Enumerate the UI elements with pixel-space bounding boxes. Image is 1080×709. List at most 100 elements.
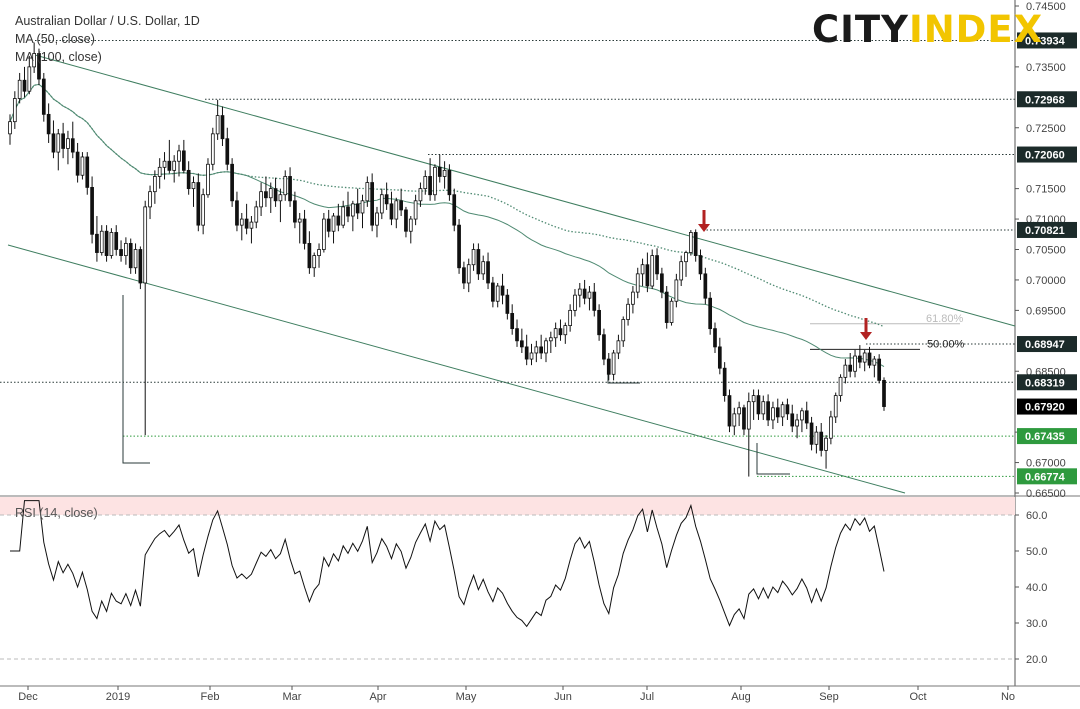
candle-body xyxy=(635,273,640,293)
rsi-label: RSI (14, close) xyxy=(15,506,98,520)
candle-body xyxy=(66,138,70,149)
candle-body xyxy=(75,151,80,176)
candle-body xyxy=(669,300,674,323)
candle-body xyxy=(399,200,403,211)
ma100-line xyxy=(9,83,885,328)
candle-body xyxy=(210,133,215,165)
candle-body xyxy=(645,264,650,287)
candle-body xyxy=(515,328,519,342)
candle-body xyxy=(524,346,529,360)
candle-body xyxy=(37,53,41,80)
candle-body xyxy=(853,355,857,372)
candle-body xyxy=(800,410,804,421)
candle-body xyxy=(727,395,732,427)
price-level-label: 0.72968 xyxy=(1025,94,1065,106)
candle-body xyxy=(389,203,394,220)
candle-body xyxy=(862,352,867,363)
price-level-tag xyxy=(1017,336,1077,353)
candle-body xyxy=(742,407,746,430)
candle-body xyxy=(80,156,85,176)
candle-body xyxy=(394,200,399,220)
rsi-tick-label: 50.0 xyxy=(1026,546,1047,558)
candle-body xyxy=(293,200,297,223)
candle-body xyxy=(61,133,65,149)
candle-body xyxy=(90,187,94,235)
price-level-label: 0.70821 xyxy=(1025,225,1065,237)
candle-body xyxy=(85,156,90,188)
price-level-label: 0.66774 xyxy=(1025,471,1066,483)
candle-body xyxy=(99,230,104,253)
candle-body xyxy=(365,182,370,202)
price-level-tag xyxy=(1017,468,1077,485)
candle-body xyxy=(428,176,432,196)
candle-body xyxy=(244,218,249,229)
candle-body xyxy=(283,176,288,196)
candle-body xyxy=(322,218,326,250)
candle-body xyxy=(563,325,568,336)
candle-body xyxy=(737,407,741,415)
channel-lower-line xyxy=(7,244,906,494)
candle-body xyxy=(46,113,51,135)
candle-body xyxy=(404,209,408,232)
candle-body xyxy=(273,188,278,202)
candle-body xyxy=(452,194,457,226)
support-connector-jan xyxy=(122,295,150,464)
candle-body xyxy=(848,364,853,372)
candle-body xyxy=(457,224,461,269)
candle-body xyxy=(423,176,428,190)
candles-group xyxy=(8,42,886,477)
support-connector-aug xyxy=(756,443,790,475)
candle-body xyxy=(370,182,375,226)
candle-body xyxy=(326,218,331,232)
candle-body xyxy=(350,203,355,217)
candle-body xyxy=(476,249,481,275)
candle-body xyxy=(133,249,138,269)
candle-body xyxy=(341,206,346,226)
candle-body xyxy=(462,267,466,284)
price-tick-label: 0.71500 xyxy=(1026,184,1066,196)
time-tick-label: Dec xyxy=(18,691,38,703)
time-tick-label: No xyxy=(1001,691,1015,703)
price-tick-label: 0.66500 xyxy=(1026,488,1066,500)
candle-body xyxy=(544,340,548,354)
rsi-tick-label: 20.0 xyxy=(1026,654,1047,666)
candle-body xyxy=(153,176,157,193)
candle-body xyxy=(70,138,75,153)
candle-body xyxy=(751,395,756,403)
time-tick-label: Jun xyxy=(554,691,572,703)
rsi-tick-label: 30.0 xyxy=(1026,618,1047,630)
price-level-tag xyxy=(1017,32,1077,49)
candle-body xyxy=(606,358,611,375)
candle-body xyxy=(297,218,302,223)
logo-part-index: INDEX xyxy=(908,8,1044,51)
rsi-line xyxy=(10,500,885,628)
price-tick-label: 0.73500 xyxy=(1026,62,1066,74)
candle-body xyxy=(510,313,515,330)
candle-body xyxy=(471,249,476,266)
candle-body xyxy=(95,233,99,253)
candle-body xyxy=(790,413,795,427)
candle-body xyxy=(780,404,785,418)
candle-body xyxy=(408,218,413,232)
candle-body xyxy=(109,232,114,256)
price-tick-label: 0.70000 xyxy=(1026,275,1066,287)
candle-body xyxy=(41,78,46,115)
time-tick-label: Apr xyxy=(369,691,386,703)
candle-body xyxy=(684,252,688,263)
candle-body xyxy=(148,191,152,208)
candle-body xyxy=(437,166,442,177)
candle-body xyxy=(814,431,819,445)
candle-body xyxy=(761,401,766,415)
candle-body xyxy=(655,255,659,275)
candle-body xyxy=(375,212,379,226)
candle-body xyxy=(819,431,824,451)
plot-area xyxy=(0,0,1015,686)
candle-body xyxy=(708,297,713,330)
candle-body xyxy=(481,261,486,275)
price-level-tag xyxy=(1017,374,1077,391)
candle-body xyxy=(230,163,234,202)
candle-body xyxy=(8,121,12,135)
candle-body xyxy=(833,395,838,418)
candle-body xyxy=(317,249,321,256)
